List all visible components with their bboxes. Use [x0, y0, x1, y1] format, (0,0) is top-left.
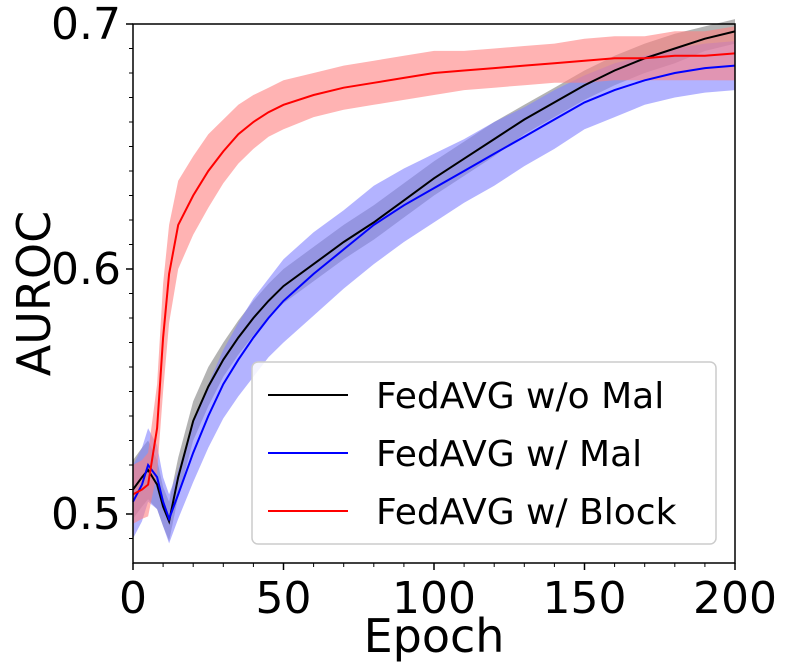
y-tick-label: 0.7	[51, 0, 121, 50]
x-axis-title: Epoch	[364, 609, 505, 663]
x-tick-label: 50	[256, 573, 312, 624]
legend-label-1: FedAVG w/ Mal	[376, 434, 642, 475]
x-tick-label: 150	[543, 573, 627, 624]
series-line-2	[132, 52, 736, 496]
x-tick-label: 0	[119, 573, 147, 624]
series-line-1	[132, 64, 736, 522]
legend: FedAVG w/o Mal FedAVG w/ Mal FedAVG w/ Blo…	[251, 361, 717, 545]
x-axis-ticks: 0 50 100 150 200	[119, 563, 777, 624]
x-tick-label: 100	[392, 573, 476, 624]
legend-label-0: FedAVG w/o Mal	[376, 376, 664, 417]
y-tick-label: 0.5	[51, 489, 121, 540]
y-tick-label: 0.6	[51, 244, 121, 295]
legend-label-2: FedAVG w/ Block	[376, 492, 677, 533]
y-axis-ticks: 0.5 0.6 0.7	[51, 0, 133, 540]
series-lines	[132, 30, 736, 525]
series-band-2	[133, 26, 735, 524]
legend-box	[251, 361, 717, 545]
series-line-0	[132, 30, 736, 525]
confidence-bands	[133, 19, 735, 544]
x-tick-label: 200	[693, 573, 777, 624]
series-band-1	[133, 41, 735, 544]
y-axis-title: AUROC	[7, 211, 61, 376]
